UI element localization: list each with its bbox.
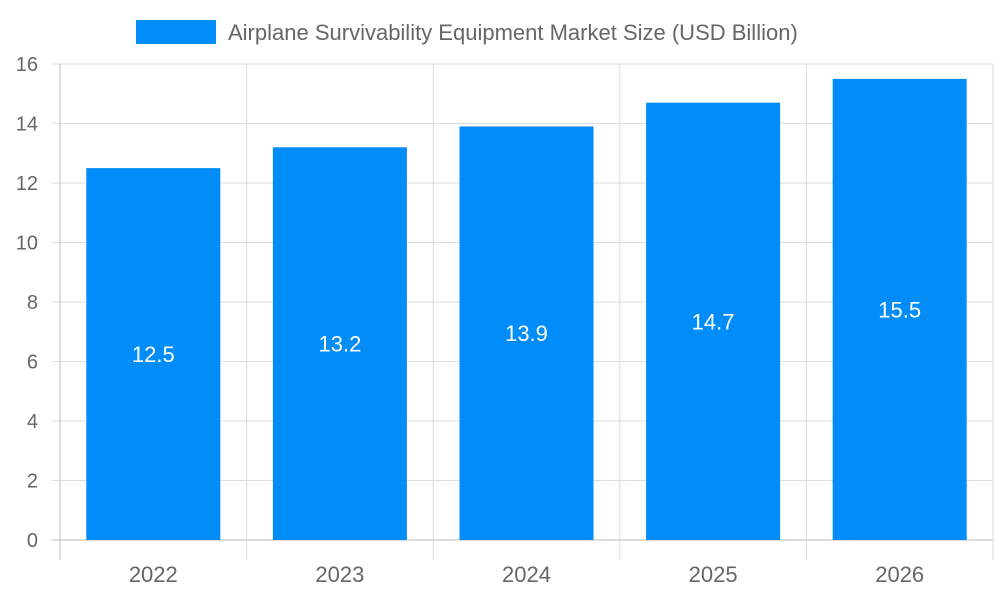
bar (832, 78, 967, 540)
bar (459, 126, 594, 540)
y-tick-label: 16 (16, 54, 38, 76)
x-tick-label: 2023 (315, 562, 364, 587)
x-tick-label: 2024 (502, 562, 551, 587)
legend[interactable]: Airplane Survivability Equipment Market … (136, 20, 798, 45)
data-label: 13.9 (505, 321, 548, 346)
bars (86, 78, 967, 541)
legend-label: Airplane Survivability Equipment Market … (228, 20, 798, 45)
bar (646, 102, 781, 541)
y-tick-label: 0 (27, 530, 38, 552)
y-tick-label: 6 (27, 352, 38, 374)
data-label: 13.2 (318, 332, 361, 357)
bar (86, 168, 221, 540)
y-tick-label: 10 (16, 233, 38, 255)
legend-swatch (136, 20, 216, 44)
axes: 0 2 4 6 8 10 12 14 16 2022 2023 2024 2025 2026 (16, 54, 924, 587)
data-label: 12.5 (132, 342, 175, 367)
y-tick-label: 14 (16, 114, 38, 136)
y-tick-label: 8 (27, 292, 38, 314)
data-label: 14.7 (692, 309, 735, 334)
y-tick-label: 2 (27, 471, 38, 493)
x-tick-label: 2026 (875, 562, 924, 587)
x-tick-label: 2025 (689, 562, 738, 587)
y-tick-label: 4 (27, 411, 38, 433)
data-label: 15.5 (878, 297, 921, 322)
data-labels: 12.5 13.2 13.9 14.7 15.5 (132, 297, 921, 367)
bar (272, 147, 407, 541)
x-tick-label: 2022 (129, 562, 178, 587)
y-tick-label: 12 (16, 173, 38, 195)
